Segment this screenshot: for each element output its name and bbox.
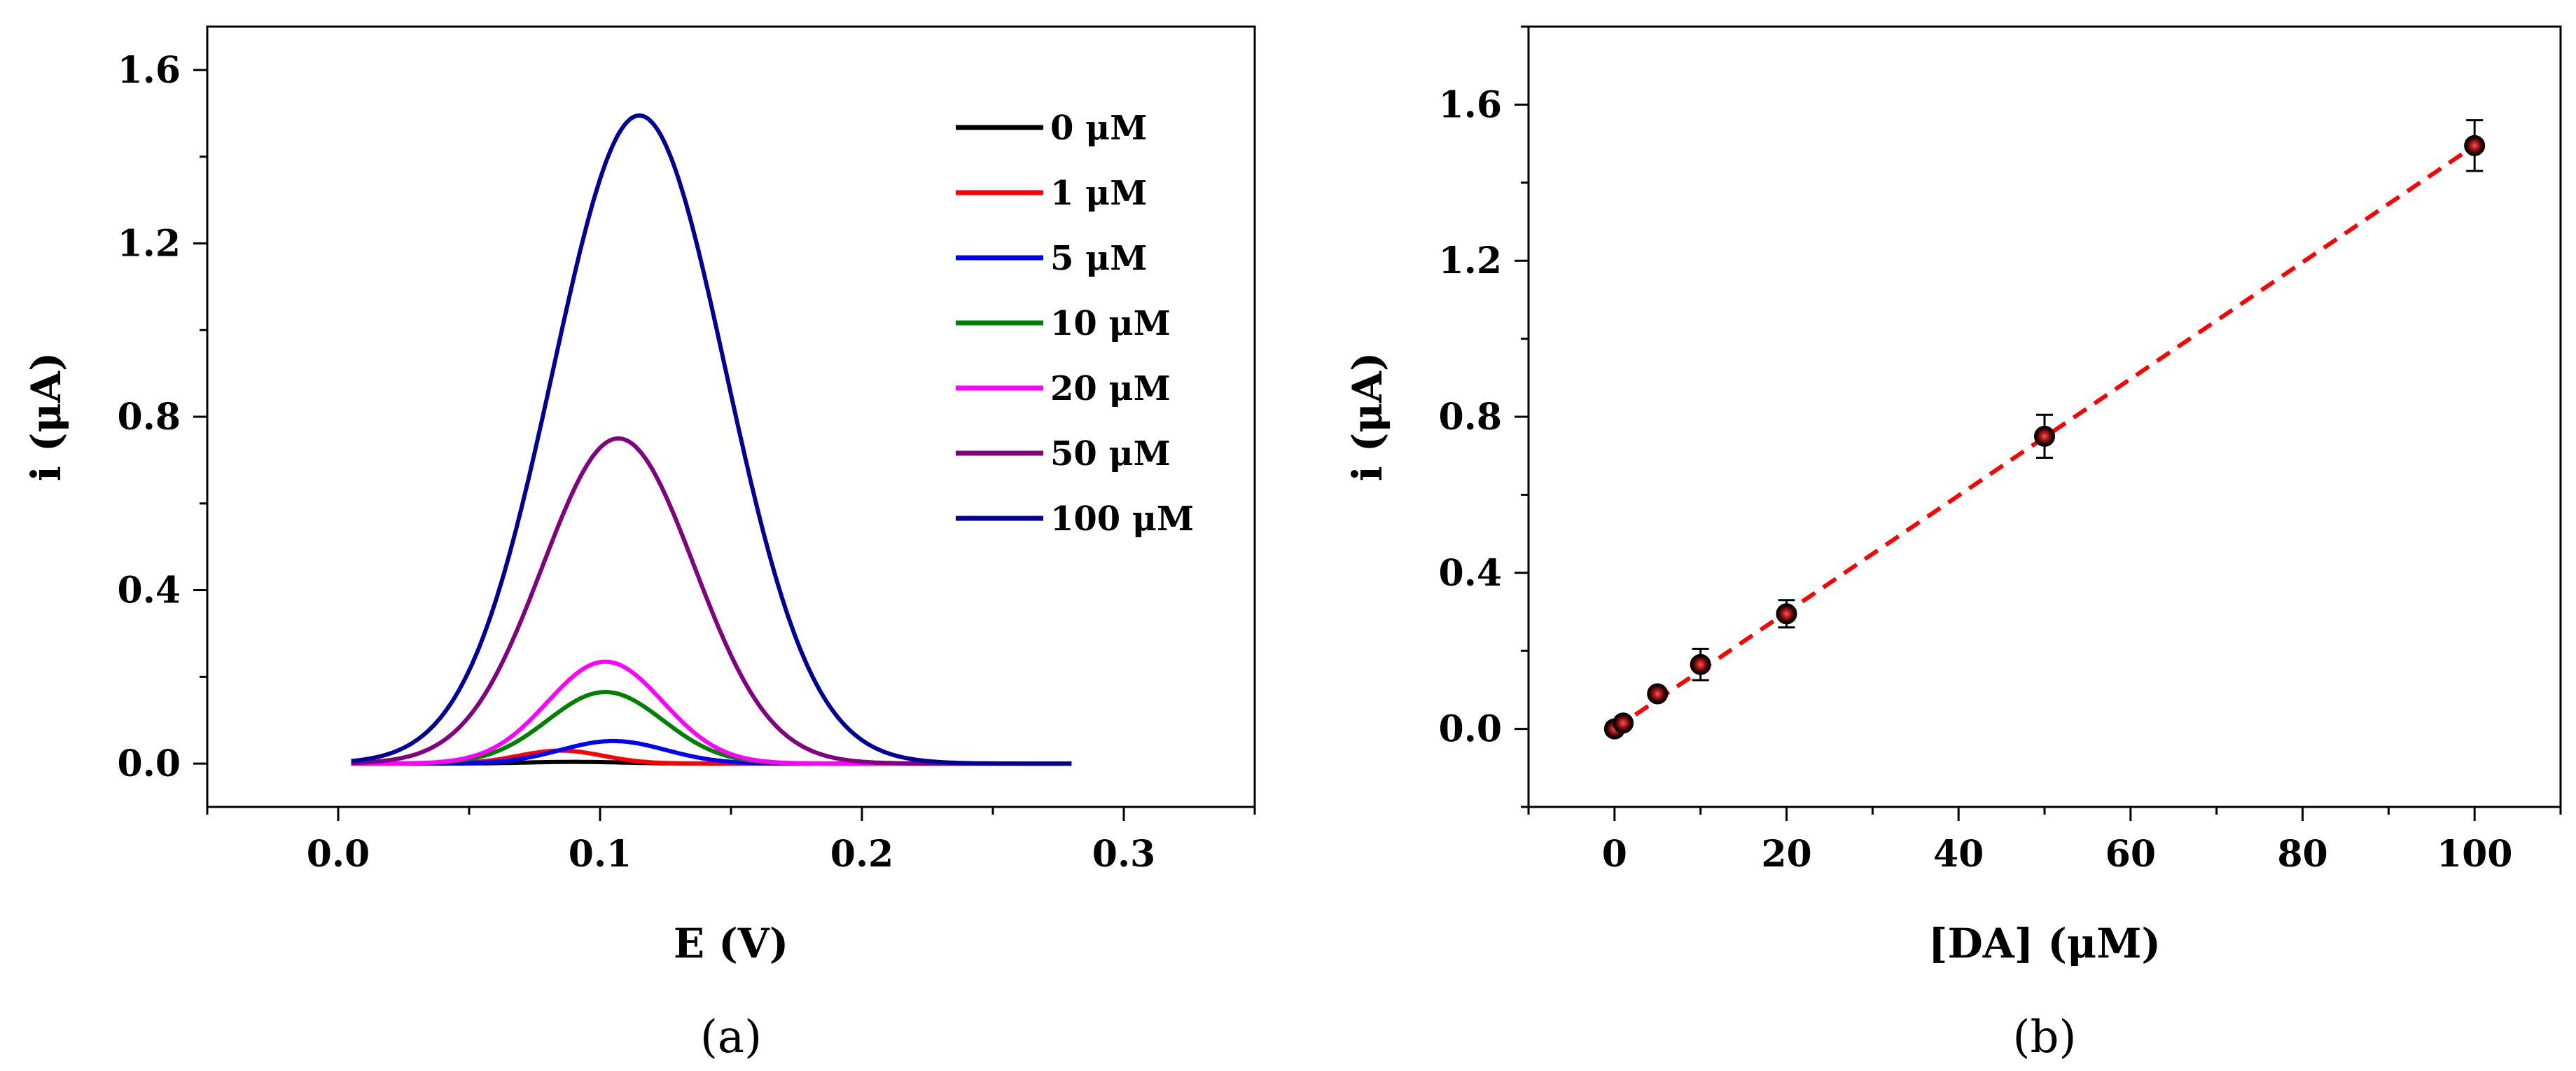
x-tick-label: 20 <box>1761 833 1811 876</box>
x-tick-label: 100 <box>2437 833 2513 876</box>
y-tick-label: 0.4 <box>1439 552 1502 595</box>
y-tick-label: 0.4 <box>118 569 181 612</box>
tick-marks-b <box>1515 25 2562 821</box>
chart-panel-a: 0.0 0.1 0.2 0.3 0.0 0.4 0.8 1.2 1.6 0 μM 1 μM 5 μ… <box>22 25 1256 1063</box>
data-points <box>1603 119 2486 740</box>
x-tick-label: 0.2 <box>830 833 893 876</box>
data-point <box>1647 683 1669 705</box>
chart-panel-b: 0 20 40 60 80 100 0.0 0.4 0.8 1.2 1.6 [DA] (μM) i… <box>1344 25 2562 1063</box>
x-tick-label: 0.3 <box>1092 833 1155 876</box>
y-tick-label: 0.0 <box>118 742 181 785</box>
series-line <box>351 436 1072 766</box>
x-tick-label: 0 <box>1602 833 1627 876</box>
data-point <box>1613 712 1634 734</box>
x-tick-labels-a: 0.0 0.1 0.2 0.3 <box>307 833 1155 876</box>
legend-entry: 5 μM <box>1050 239 1147 278</box>
y-tick-label: 0.0 <box>1439 708 1502 751</box>
x-axis-label-b: [DA] (μM) <box>1928 920 2161 967</box>
legend-entry: 50 μM <box>1050 434 1171 474</box>
x-tick-label: 80 <box>2277 833 2327 876</box>
y-tick-label: 1.2 <box>118 222 181 265</box>
y-axis-label-a: i (μA) <box>22 352 70 482</box>
y-tick-label: 1.2 <box>1439 240 1502 282</box>
data-point <box>1776 603 1797 625</box>
legend-entry: 20 μM <box>1050 369 1171 408</box>
data-point <box>1690 654 1711 675</box>
legend-entry: 100 μM <box>1050 499 1194 539</box>
panel-label-b: (b) <box>2013 1011 2077 1063</box>
x-axis-label-a: E (V) <box>674 920 788 967</box>
x-tick-label: 60 <box>2105 833 2156 876</box>
y-tick-label: 1.6 <box>118 49 181 92</box>
y-tick-labels-b: 0.0 0.4 0.8 1.2 1.6 <box>1439 83 1502 750</box>
tick-marks-a <box>193 69 1256 821</box>
panel-label-a: (a) <box>700 1011 762 1063</box>
y-tick-label: 0.8 <box>1439 396 1502 438</box>
y-tick-label: 0.8 <box>118 396 181 438</box>
voltammogram-curves <box>351 113 1072 766</box>
y-axis-label-b: i (μA) <box>1344 352 1391 482</box>
legend-entry: 1 μM <box>1050 174 1147 213</box>
legend-a: 0 μM 1 μM 5 μM 10 μM 20 μM 50 μM 100 μM <box>956 109 1194 539</box>
x-tick-label: 40 <box>1933 833 1984 876</box>
legend-entry: 0 μM <box>1050 109 1147 148</box>
data-point <box>2034 425 2055 447</box>
x-tick-label: 0.0 <box>307 833 370 876</box>
y-tick-label: 1.6 <box>1439 83 1502 126</box>
data-point <box>2464 134 2486 156</box>
x-tick-label: 0.1 <box>569 833 632 876</box>
series-line <box>351 113 1072 766</box>
legend-entry: 10 μM <box>1050 304 1171 343</box>
x-tick-labels-b: 0 20 40 60 80 100 <box>1602 833 2513 876</box>
y-tick-labels-a: 0.0 0.4 0.8 1.2 1.6 <box>118 49 181 785</box>
